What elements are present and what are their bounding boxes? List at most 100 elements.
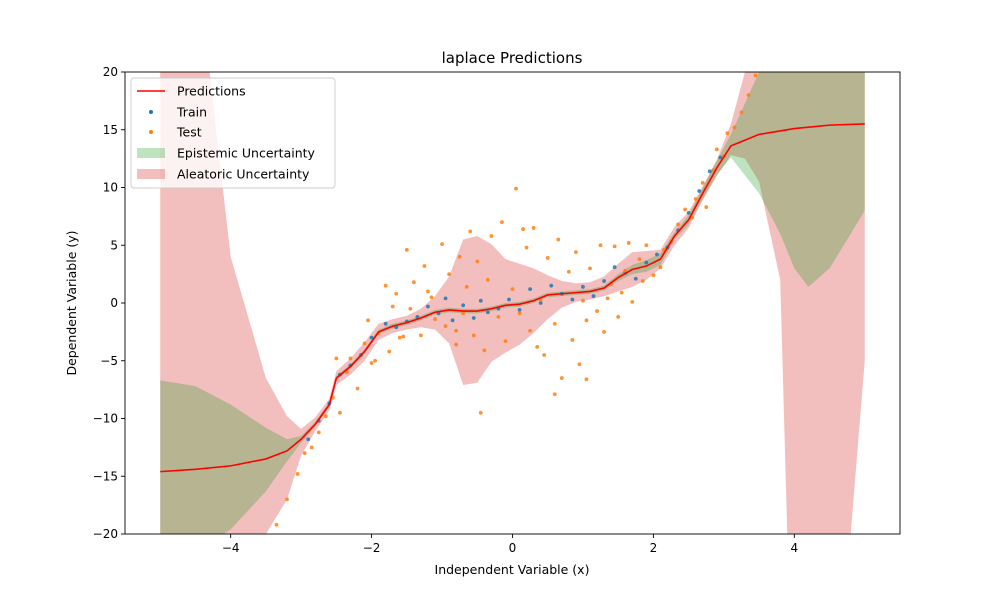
test-point [552,392,557,397]
test-point [285,497,289,502]
test-point [408,306,413,311]
legend-aleatoric-label: Aleatoric Uncertainty [177,167,310,182]
test-point [426,289,430,294]
test-point [521,227,525,231]
y-tick-label: 15 [103,123,118,137]
test-point [348,356,353,361]
test-point [545,256,550,260]
test-point [373,358,378,363]
train-point [591,294,596,298]
test-point [570,338,575,342]
train-point [528,287,533,292]
test-point [337,410,342,415]
test-point [302,451,307,456]
test-point [475,259,480,264]
test-point [355,386,360,391]
test-point [577,362,582,367]
test-point [454,328,459,333]
y-axis-label: Dependent Variable (y) [64,230,79,375]
test-point [514,186,518,191]
test-point [574,250,578,255]
test-point [394,291,399,296]
test-point [535,344,540,349]
test-point [644,243,649,248]
test-point [700,180,705,185]
test-point [429,295,434,300]
test-point [531,226,536,230]
test-point [323,414,328,419]
test-point [517,311,522,316]
test-point [623,268,628,273]
train-point [394,325,399,330]
chart-title: laplace Predictions [442,49,583,67]
test-point [461,311,466,316]
test-point [274,522,279,527]
legend: Predictions Train Test Epistemic Uncerta… [130,77,336,189]
test-point [401,334,406,339]
test-point [316,430,321,435]
y-tick-label: −5 [100,354,118,368]
y-tick-label: −20 [93,527,118,541]
test-point [725,131,730,136]
test-point [528,328,533,333]
y-tick-label: 0 [110,296,118,310]
legend-frame [130,77,336,189]
legend-train-label: Train [176,105,207,120]
epistemic-uncertainty-band [160,72,865,534]
legend-aleatoric-swatch [137,169,165,179]
test-point [496,314,501,319]
y-tick-label: 5 [110,238,118,252]
test-point [309,445,314,450]
test-points [274,73,758,527]
x-tick-label: −2 [363,541,381,555]
test-point [753,73,758,78]
test-point [584,318,589,323]
test-point [362,341,367,346]
test-point [500,220,504,225]
test-point [612,244,617,249]
test-point [581,298,585,303]
test-point [630,299,635,304]
x-tick-label: 0 [509,541,517,555]
test-point [345,370,349,375]
test-point [566,269,571,274]
train-point [485,310,490,315]
train-point [644,260,649,265]
train-point [718,155,723,160]
train-point [570,297,575,302]
train-point [306,437,311,442]
plot-area [160,72,865,534]
test-point [422,264,427,268]
legend-train-marker [149,110,153,114]
test-point [419,333,423,338]
test-point [676,222,680,227]
test-point [411,280,416,285]
test-point [510,287,515,292]
train-point [538,301,543,305]
test-point [443,324,448,328]
test-point [478,410,483,415]
legend-test-label: Test [176,125,202,140]
test-point [739,110,744,115]
test-point [489,234,494,238]
test-point [404,247,409,252]
test-point [387,349,392,354]
test-point [619,290,624,295]
test-point [588,266,592,271]
x-axis-label: Independent Variable (x) [435,562,590,577]
legend-epistemic-swatch [137,148,165,158]
aleatoric-uncertainty-band [160,72,865,534]
train-point [471,316,476,320]
train-point [369,335,374,340]
test-point [559,376,564,380]
x-tick-label: −4 [222,541,240,555]
y-tick-label: 10 [103,181,118,195]
test-point [369,361,374,365]
y-axis: −20 −15 −10 −5 0 5 10 15 20 [93,65,125,541]
test-point [704,205,709,210]
test-point [637,257,642,262]
test-point [714,147,719,152]
test-point [454,342,459,347]
train-point [507,297,511,302]
legend-test-marker [149,130,153,134]
